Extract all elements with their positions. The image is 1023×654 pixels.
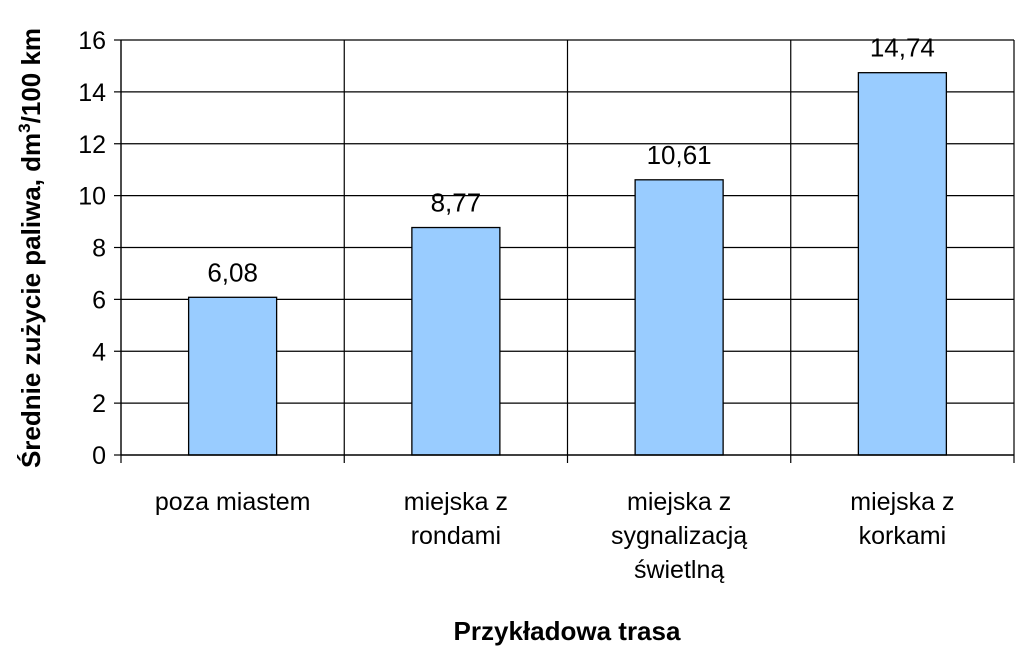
- y-tick-label: 16: [78, 27, 106, 55]
- data-label: 6,08: [207, 257, 258, 287]
- bar: [411, 226, 501, 456]
- y-tick-label: 12: [78, 131, 106, 159]
- data-label: 8,77: [431, 188, 482, 218]
- x-tick-label: miejska z sygnalizacją świetlną: [611, 488, 747, 584]
- x-tick-label: miejska z korkami: [850, 488, 954, 550]
- bar: [634, 179, 724, 456]
- data-label: 14,74: [870, 33, 935, 63]
- bar: [857, 72, 948, 456]
- y-tick-label: 10: [78, 183, 106, 211]
- x-axis-title: Przykładowa trasa: [454, 616, 681, 646]
- data-label: 10,61: [647, 140, 712, 170]
- axes: [114, 39, 1015, 463]
- labels: 0 2 4 6 8 10 12 14 16 6,08 poza miastem 8,77 miejska…: [78, 27, 954, 584]
- y-tick-label: 0: [92, 442, 106, 470]
- bars: [187, 72, 948, 456]
- y-tick-label: 8: [92, 235, 106, 263]
- y-tick-label: 6: [92, 286, 106, 314]
- y-axis-title: Średnie zużycie paliwa, dm3/100 km: [15, 28, 46, 468]
- y-tick-label: 14: [78, 79, 106, 107]
- bar: [187, 296, 278, 456]
- x-tick-label: miejska z rondami: [404, 488, 508, 550]
- y-tick-label: 4: [92, 338, 106, 366]
- y-tick-label: 2: [92, 390, 106, 418]
- x-tick-label: poza miastem: [155, 488, 311, 516]
